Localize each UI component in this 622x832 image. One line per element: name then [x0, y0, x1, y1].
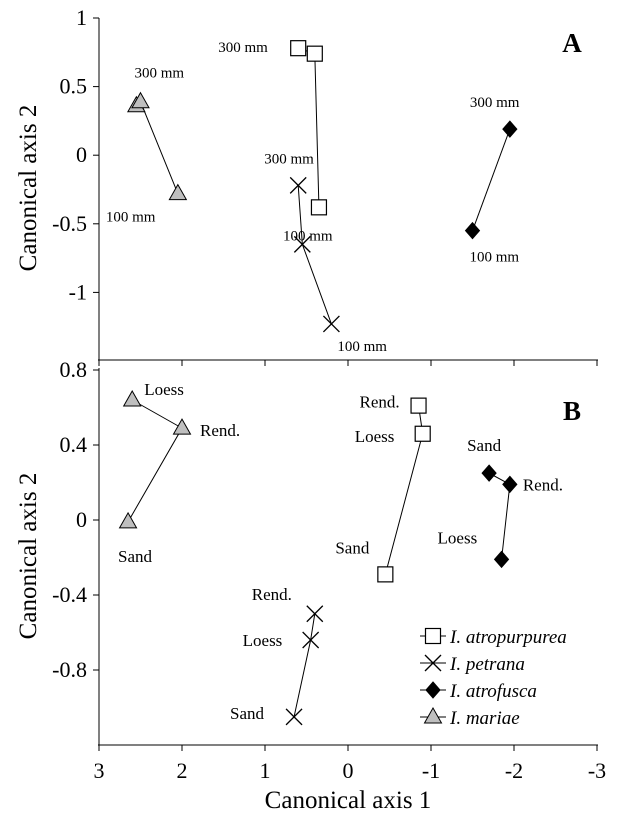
y-tick-label: 0.4	[60, 432, 88, 457]
series-i--atropurpurea: Rend. Loess Sand	[335, 393, 431, 583]
point-annotation: 300 mm	[135, 66, 185, 82]
panel-label-a: A	[562, 28, 582, 58]
series-i--mariae: Loess Rend. Sand	[118, 380, 240, 566]
point-annotation: 100 mm	[283, 228, 333, 244]
data-point	[502, 475, 518, 494]
series-line	[293, 613, 316, 717]
data-point	[118, 511, 138, 529]
point-annotation: 100 mm	[106, 210, 156, 226]
legend-entry: I. mariae	[420, 706, 520, 729]
y-tick-label: 0	[76, 507, 87, 532]
point-annotation: Loess	[438, 528, 478, 547]
data-point	[302, 631, 320, 649]
point-annotation: Loess	[355, 427, 395, 446]
legend-label: I. mariae	[449, 708, 520, 729]
panel-b: 0.80.40-0.4-0.83 2 1 0 -1 -2 -3Rend.LoessSandR…	[52, 357, 606, 783]
data-point	[289, 176, 307, 194]
point-annotation: Loess	[243, 631, 283, 650]
data-point	[306, 45, 323, 62]
legend-label: I. atropurpurea	[449, 627, 567, 648]
data-point	[172, 418, 192, 435]
point-annotation: Sand	[335, 538, 370, 557]
y-tick-label: -0.8	[52, 657, 87, 682]
legend-entry: I. atrofusca	[420, 681, 537, 702]
point-annotation: Sand	[118, 547, 153, 566]
point-annotation: Rend.	[360, 393, 400, 412]
data-point	[131, 91, 150, 109]
legend-entry: I. atropurpurea	[420, 627, 567, 648]
data-point	[493, 550, 510, 569]
legend-label: I. petrana	[449, 654, 525, 675]
y-tick-label: 0.8	[60, 357, 88, 382]
point-annotation: 100 mm	[337, 339, 387, 355]
series-i--petrana: 300 mm 100 mm	[264, 151, 387, 355]
legend-marker	[424, 654, 442, 672]
y-axis-label-a: Canonical axis 2	[15, 105, 42, 272]
legend-marker	[423, 706, 443, 724]
series-i--atropurpurea: 300 mm 100 mm	[218, 40, 333, 244]
data-point	[481, 464, 497, 482]
legend-label: I. atrofusca	[449, 681, 537, 702]
y-tick-label: -0.4	[52, 582, 87, 607]
y-axis-label-b: Canonical axis 2	[15, 473, 42, 640]
y-tick-label: -0.5	[52, 211, 87, 236]
series-i--atrofusca: 300 mm 100 mm	[464, 95, 520, 266]
y-tick-label: -1	[69, 279, 87, 304]
y-tick-label: 1	[76, 5, 87, 30]
legend-marker	[424, 627, 442, 645]
data-point	[377, 566, 394, 583]
series-i--atrofusca: Sand Rend. Loess	[438, 436, 563, 569]
data-point	[122, 389, 142, 407]
x-axis-label: Canonical axis 1	[265, 787, 432, 814]
series-line	[127, 399, 183, 523]
data-point	[285, 708, 303, 726]
point-annotation: 100 mm	[470, 250, 520, 266]
data-point	[293, 235, 311, 253]
data-point	[322, 315, 340, 333]
series-line	[135, 100, 179, 194]
panel-label-b: B	[563, 396, 581, 426]
x-tick-label: 1	[260, 758, 271, 783]
point-annotation: Rend.	[252, 585, 292, 604]
data-point	[168, 183, 188, 201]
data-point	[414, 425, 431, 442]
point-annotation: Rend.	[523, 475, 563, 494]
data-point	[310, 199, 328, 216]
point-annotation: 300 mm	[470, 95, 520, 111]
data-point	[306, 605, 324, 623]
series-line	[472, 128, 511, 231]
legend-entry: I. petrana	[420, 654, 525, 675]
x-tick-label: -1	[422, 758, 440, 783]
series-i--petrana: Rend. Loess Sand	[230, 585, 324, 726]
point-annotation: Rend.	[200, 421, 240, 440]
point-annotation: 300 mm	[218, 40, 268, 56]
y-tick-label: 0	[76, 142, 87, 167]
x-tick-label: 3	[94, 758, 105, 783]
data-point	[290, 40, 307, 57]
y-tick-label: 0.5	[60, 74, 88, 99]
point-annotation: Sand	[230, 704, 264, 723]
x-tick-label: -3	[588, 758, 606, 783]
series-i--mariae: 300 mm 100 mm	[106, 66, 188, 226]
point-annotation: 300 mm	[264, 151, 314, 167]
data-point	[464, 221, 481, 240]
legend-marker	[425, 681, 441, 699]
x-tick-label: 2	[177, 758, 188, 783]
x-tick-label: 0	[343, 758, 354, 783]
point-annotation: Sand	[467, 436, 502, 455]
series-line	[298, 47, 320, 208]
data-point	[410, 397, 427, 414]
legend: I. atropurpurea I. petrana I. atrofusca I. …	[420, 627, 567, 729]
point-annotation: Loess	[144, 380, 184, 399]
data-point	[502, 120, 518, 138]
x-tick-label: -2	[505, 758, 523, 783]
